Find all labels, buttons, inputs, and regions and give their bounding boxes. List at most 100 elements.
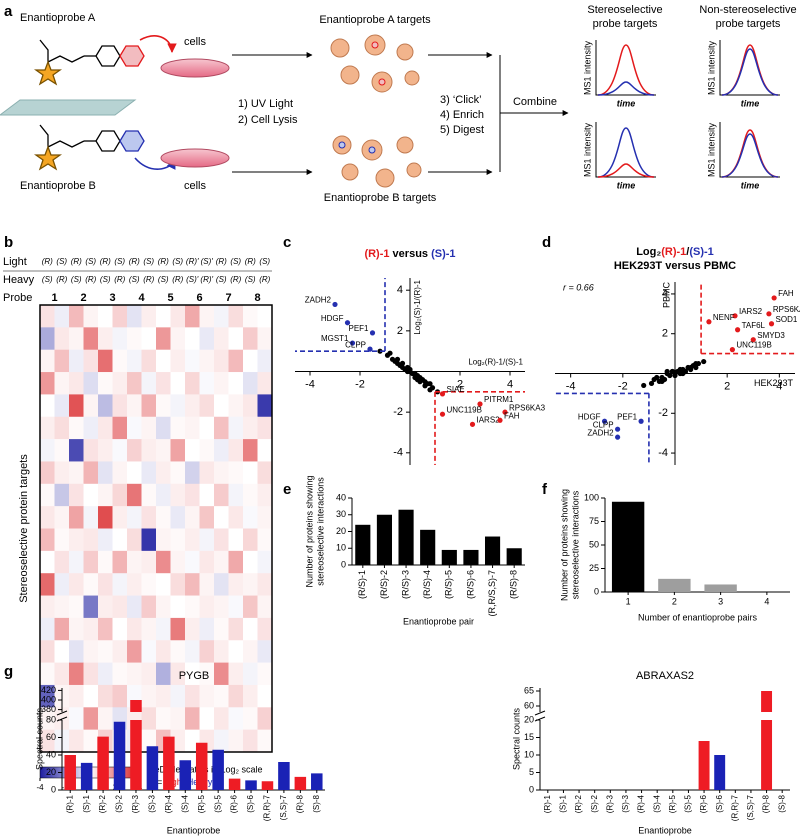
x-axis-label: Number of enantioprobe pairs: [638, 612, 758, 622]
heatmap-cell: [156, 640, 171, 663]
x-tick-label: 2: [457, 378, 463, 390]
point: [394, 356, 401, 362]
heatmap-cell: [40, 684, 55, 708]
heatmap-cell: [170, 640, 186, 663]
x-tick-label: (R)-1: [65, 794, 74, 813]
heatmap-cell: [98, 372, 113, 395]
heatmap-cell: [98, 550, 113, 574]
y-tick-label: 4: [662, 288, 668, 300]
point: [389, 356, 396, 362]
heatmap-cell: [199, 483, 215, 507]
y-tick-label: 60: [524, 700, 534, 710]
x-axis-label: Enantioprobe: [167, 825, 221, 835]
heatmap-cell: [83, 662, 99, 686]
heatmap-cell: [98, 528, 113, 552]
heatmap-cell: [156, 550, 171, 574]
point-label: PEF1: [348, 324, 369, 333]
heatmap-cell: [156, 528, 171, 552]
heatmap-cell: [141, 595, 157, 619]
panel-label: f: [542, 481, 548, 498]
heatmap-cell: [141, 327, 157, 350]
heatmap-cell: [112, 595, 128, 619]
heatmap-cell: [257, 595, 273, 619]
point: [750, 337, 756, 343]
point-label: FAH: [504, 411, 520, 420]
heatmap-cell: [170, 707, 186, 730]
bar: [311, 773, 323, 790]
heatmap-cell: [127, 416, 142, 440]
point: [771, 295, 777, 301]
point: [659, 378, 665, 385]
light-column-label: (R): [129, 257, 140, 266]
light-column-label: (S): [56, 257, 67, 266]
heatmap-cell: [185, 550, 200, 574]
y-tick-label: 60: [46, 732, 56, 742]
heavy-column-label: (S): [216, 275, 227, 284]
point: [672, 372, 678, 379]
annotation: r = 0.66: [563, 282, 594, 292]
bar: [195, 742, 208, 790]
heatmap-cell: [243, 372, 258, 395]
heavy-column-label: (R): [259, 275, 270, 284]
heatmap-cell: [257, 461, 273, 485]
heatmap-cell: [243, 506, 258, 529]
panel-label: e: [283, 481, 291, 498]
bar: [261, 781, 274, 790]
light-column-label: (S): [259, 257, 270, 266]
x-tick-label: (R)-3: [605, 794, 614, 813]
heatmap-cell: [228, 707, 244, 730]
axis-label: MS1 intensity: [706, 122, 716, 177]
point: [349, 340, 356, 346]
axis-label: time: [617, 180, 636, 190]
heatmap-cell: [214, 506, 229, 529]
heatmap-cell: [69, 550, 84, 574]
y-axis-label: PBMC: [661, 282, 671, 309]
heatmap-cell: [243, 483, 258, 507]
heatmap-cell: [156, 506, 171, 529]
light-column-label: (R)': [186, 257, 199, 266]
y-tick-label: 0: [341, 559, 346, 569]
heatmap-cell: [228, 461, 244, 485]
heatmap-cell: [83, 394, 99, 418]
y-tick-label: 2: [397, 325, 403, 337]
heatmap-cell: [156, 662, 171, 686]
heatmap-cell: [243, 640, 258, 663]
y-tick-label: 50: [589, 539, 599, 549]
heatmap-cell: [228, 595, 244, 619]
heatmap-cell: [69, 483, 84, 507]
point-label: ZADH2: [587, 428, 614, 437]
heatmap-cell: [127, 550, 142, 574]
step: 3) ‘Click’: [440, 94, 482, 106]
y-tick-label: 5: [529, 767, 534, 777]
heatmap-cell: [257, 684, 273, 708]
axis-break: [56, 716, 68, 722]
heatmap-cell: [185, 349, 200, 373]
heatmap-cell: [156, 439, 171, 462]
point: [693, 364, 699, 371]
point: [680, 370, 686, 377]
point-label: UNC119B: [736, 341, 771, 350]
heatmap-cell: [185, 595, 200, 619]
heatmap-cell: [228, 550, 244, 574]
heatmap-cell: [170, 305, 186, 328]
heatmap-cell: [69, 528, 84, 552]
title-part: (S)-1: [689, 246, 713, 258]
step: 1) UV Light: [238, 98, 293, 110]
x-tick-label: (R)-1: [543, 794, 552, 813]
heatmap-cell: [69, 729, 84, 753]
heatmap-cell: [69, 506, 84, 529]
heatmap-cell: [141, 483, 157, 507]
heatmap-cell: [127, 305, 142, 328]
heatmap-cell: [214, 416, 229, 440]
heatmap-cell: [98, 662, 113, 686]
x-tick-label: (R)-4: [637, 794, 646, 813]
heatmap-cell: [199, 349, 215, 373]
heatmap-cell: [141, 684, 157, 708]
heatmap-cell: [141, 573, 157, 596]
uv-plate: [0, 99, 137, 116]
axis-label: MS1 intensity: [582, 40, 592, 95]
panel-label: a: [4, 3, 13, 20]
heatmap-cell: [127, 439, 142, 462]
heatmap-cell: [214, 662, 229, 686]
x-tick-label: (S)-2: [115, 794, 124, 812]
